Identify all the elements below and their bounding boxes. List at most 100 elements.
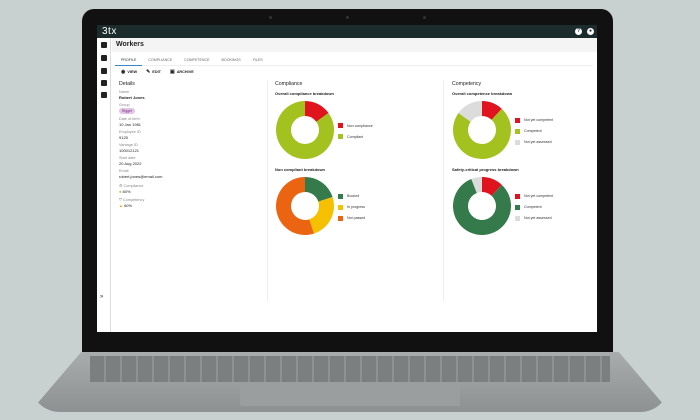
- field-value: 100012121: [119, 148, 140, 153]
- legend-item: Compliant: [338, 134, 373, 139]
- legend-swatch: [338, 134, 343, 139]
- donut-slice-competent[interactable]: [453, 179, 511, 235]
- legend-item: Competent: [515, 128, 553, 134]
- check-circle-icon: ●: [119, 189, 123, 194]
- competency-panel: Competency: [452, 81, 592, 301]
- chart-legend: Booked In progress Not passed: [338, 193, 366, 227]
- compliance-icon: ⚙: [119, 184, 124, 188]
- legend-swatch: [515, 204, 520, 210]
- donut-slice-booked[interactable]: [305, 177, 333, 202]
- legend-swatch: [515, 128, 520, 134]
- donut-slice-in-progress[interactable]: [309, 197, 334, 234]
- chart-title: Safety-critical progress breakdown: [452, 167, 519, 172]
- legend-label: Compliant: [347, 134, 364, 139]
- edit-label: EDIT: [152, 70, 161, 74]
- field-label: Name: [119, 90, 130, 94]
- company-icon[interactable]: [101, 92, 107, 98]
- legend-item: Not yet competent: [515, 193, 553, 199]
- toolbar: ◉ VIEW ✎ EDIT ▣ ARCHIVE: [121, 69, 194, 75]
- logo: 3tx: [102, 26, 117, 37]
- donut-slice-not-yet-assessed[interactable]: [471, 177, 482, 193]
- group-chip: Rigger: [119, 108, 135, 114]
- legend-item: Not passed: [338, 215, 366, 221]
- help-icon[interactable]: ?: [575, 28, 582, 35]
- chart-legend: Not yet competent Competent Not yet assess…: [515, 117, 554, 151]
- legend-label: Booked: [347, 194, 360, 198]
- pencil-icon: ✎: [146, 69, 151, 75]
- chart-title: Overall competence breakdown: [452, 91, 513, 96]
- legend-swatch: [338, 204, 343, 210]
- sensor: [423, 16, 426, 19]
- divider: [267, 81, 268, 301]
- field-label: Vantage ID: [119, 143, 138, 147]
- field-label: Date of birth: [119, 117, 140, 121]
- legend-item: Not yet competent: [515, 117, 554, 123]
- workers-icon[interactable]: [101, 42, 107, 48]
- donut-chart: [276, 101, 334, 159]
- compliance-label: Compliance: [123, 184, 144, 188]
- legend-label: Non compliance: [347, 123, 373, 128]
- expand-sidebar-icon[interactable]: »: [100, 294, 104, 300]
- chart-legend: Non compliance Compliant: [338, 123, 373, 145]
- legend-label: Competent: [524, 205, 542, 209]
- legend-swatch: [515, 215, 520, 221]
- legend-item: Competent: [515, 204, 553, 210]
- archive-button[interactable]: ▣ ARCHIVE: [170, 69, 194, 75]
- legend-label: In progress: [347, 205, 365, 209]
- group-label: Group: [119, 103, 130, 107]
- tab-files[interactable]: FILES: [252, 58, 263, 62]
- tab-bookings[interactable]: BOOKINGS: [221, 58, 241, 62]
- field-value: 20 Aug 2022: [119, 161, 142, 166]
- training-icon[interactable]: [101, 55, 107, 61]
- donut-slice-not-yet-competent[interactable]: [482, 101, 502, 120]
- competency-label: Competency: [122, 198, 145, 202]
- legend-item: Non compliance: [338, 123, 373, 128]
- camera: [346, 16, 349, 19]
- legend-swatch: [515, 139, 520, 145]
- tab-bar: PROFILE COMPLIANCE COMPETENCE BOOKINGS F…: [115, 54, 593, 66]
- legend-label: Not passed: [347, 216, 366, 220]
- legend-label: Not yet assessed: [524, 140, 552, 144]
- donut-chart: [453, 101, 511, 159]
- page-title: Workers: [112, 38, 597, 52]
- tab-profile[interactable]: PROFILE: [115, 54, 143, 66]
- keyboard: [90, 356, 610, 382]
- donut-slice-not-yet-competent[interactable]: [482, 177, 502, 196]
- legend-item: In progress: [338, 204, 365, 210]
- legend-item: Not yet assessed: [515, 139, 553, 145]
- legend-item: Booked: [338, 193, 365, 199]
- edit-button[interactable]: ✎ EDIT: [146, 69, 161, 75]
- tab-compliance[interactable]: COMPLIANCE: [148, 58, 173, 62]
- competency-title: Competency: [452, 81, 482, 87]
- view-button[interactable]: ◉ VIEW: [121, 69, 137, 75]
- competency-icon: ⛉: [119, 198, 123, 202]
- legend-item: Not yet assessed: [515, 215, 553, 221]
- sites-icon[interactable]: [101, 68, 107, 74]
- details-title: Details: [119, 81, 135, 87]
- view-label: VIEW: [127, 70, 138, 74]
- warning-icon: ▲: [119, 203, 125, 208]
- legend-swatch: [515, 117, 520, 123]
- trackpad: [240, 384, 460, 406]
- compliance-value: 80%: [122, 189, 131, 194]
- donut-slice-competent[interactable]: [453, 108, 511, 159]
- legend-swatch: [338, 123, 343, 128]
- field-value: robert.jones@email.com: [119, 174, 163, 179]
- field-value: 9125: [119, 135, 128, 140]
- user-account-icon[interactable]: ●: [587, 28, 594, 35]
- tab-competence[interactable]: COMPETENCE: [184, 58, 210, 62]
- field-value: 10 Jan 1981: [119, 122, 142, 127]
- donut-slice-not-passed[interactable]: [276, 177, 314, 235]
- legend-label: Not yet competent: [524, 118, 554, 122]
- chart-title: Non compliant breakdown: [275, 167, 326, 172]
- top-bar: 3tx ? ●: [97, 25, 597, 38]
- legend-label: Competent: [524, 129, 542, 133]
- field-label: Employee ID: [119, 130, 141, 134]
- donut-slice-non-compliance[interactable]: [305, 101, 329, 122]
- donut-slice-compliant[interactable]: [276, 101, 334, 159]
- field-label: Email: [119, 169, 129, 173]
- compliance-title: Compliance: [275, 81, 303, 87]
- book-icon[interactable]: [101, 80, 107, 86]
- donut-slice-not-yet-assessed[interactable]: [458, 101, 482, 122]
- archive-label: ARCHIVE: [176, 70, 194, 74]
